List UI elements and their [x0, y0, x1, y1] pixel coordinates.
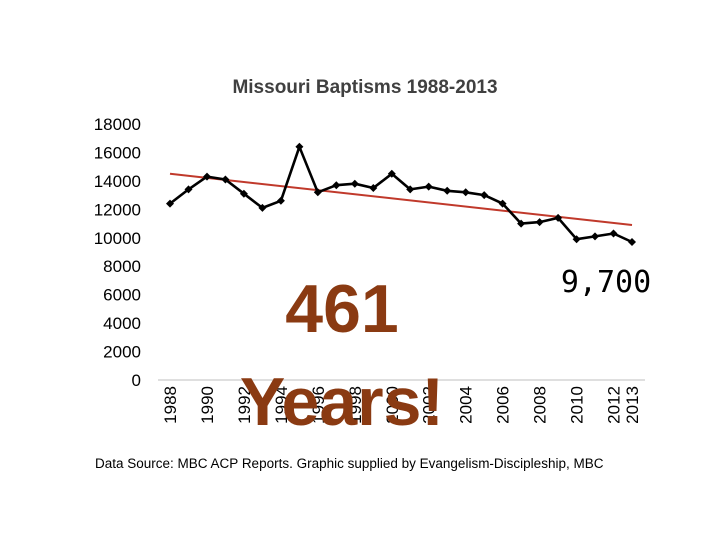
y-tick-label: 6000	[103, 286, 141, 305]
x-tick-label: 2002	[420, 386, 439, 424]
data-point	[350, 179, 359, 188]
data-point	[184, 185, 193, 194]
data-point	[369, 184, 378, 192]
trendline-line	[169, 172, 633, 226]
x-tick-label: 1992	[235, 386, 254, 424]
data-point	[480, 191, 489, 200]
data-point	[258, 203, 267, 212]
data-point	[239, 189, 248, 198]
x-axis-ticks: 1988 1990 1992 1994 1996 1998 2000 2002 2004 2006…	[161, 386, 642, 424]
y-tick-label: 8000	[103, 257, 141, 276]
y-tick-label: 18000	[94, 115, 141, 134]
data-point	[554, 213, 563, 222]
x-tick-label: 1998	[346, 386, 365, 424]
x-tick-label: 2010	[568, 386, 587, 424]
data-point	[461, 188, 470, 197]
y-tick-label: 0	[132, 371, 141, 390]
data-point	[609, 229, 618, 238]
overlay-years-label: Years!	[240, 364, 444, 440]
data-point	[203, 172, 211, 181]
y-tick-label: 4000	[103, 314, 141, 333]
data-point	[424, 182, 433, 191]
data-point	[295, 142, 304, 151]
x-tick-label: 2004	[457, 386, 476, 424]
data-point	[332, 181, 341, 190]
y-tick-label: 10000	[94, 229, 141, 248]
x-tick-label: 1996	[309, 386, 328, 424]
data-point	[221, 175, 230, 184]
x-tick-label: 2012	[605, 386, 624, 424]
x-tick-label: 2008	[531, 386, 550, 424]
overlay-callout-value: 9,700	[561, 265, 651, 300]
data-point	[276, 196, 285, 205]
overlay-years-number: 461	[285, 271, 398, 347]
data-point	[166, 199, 174, 208]
data-point	[313, 188, 322, 197]
y-tick-label: 14000	[94, 172, 141, 191]
data-point	[443, 186, 452, 195]
source-note: Data Source: MBC ACP Reports. Graphic su…	[95, 456, 604, 471]
y-tick-label: 12000	[94, 200, 141, 219]
data-point	[572, 235, 581, 244]
chart-title: Missouri Baptisms 1988-2013	[232, 77, 497, 98]
data-point	[628, 238, 636, 246]
data-point	[387, 169, 396, 178]
x-tick-label: 2013	[623, 386, 642, 424]
data-point	[591, 232, 599, 241]
y-tick-label: 2000	[103, 343, 141, 362]
trendline	[169, 172, 633, 226]
series-line	[169, 145, 633, 244]
x-tick-label: 1994	[272, 386, 291, 424]
data-point	[406, 185, 415, 194]
x-tick-label: 1990	[198, 386, 217, 424]
data-point	[498, 199, 507, 208]
y-axis-ticks: 18000 16000 14000 12000 10000 8000 6000 4000 200…	[94, 115, 141, 390]
y-tick-label: 16000	[94, 143, 141, 162]
x-tick-label: 1988	[161, 386, 180, 424]
baptisms-series	[166, 142, 636, 246]
x-tick-label: 2006	[494, 386, 513, 424]
data-point	[517, 219, 526, 228]
x-tick-label: 2000	[383, 386, 402, 424]
data-point	[535, 218, 544, 227]
